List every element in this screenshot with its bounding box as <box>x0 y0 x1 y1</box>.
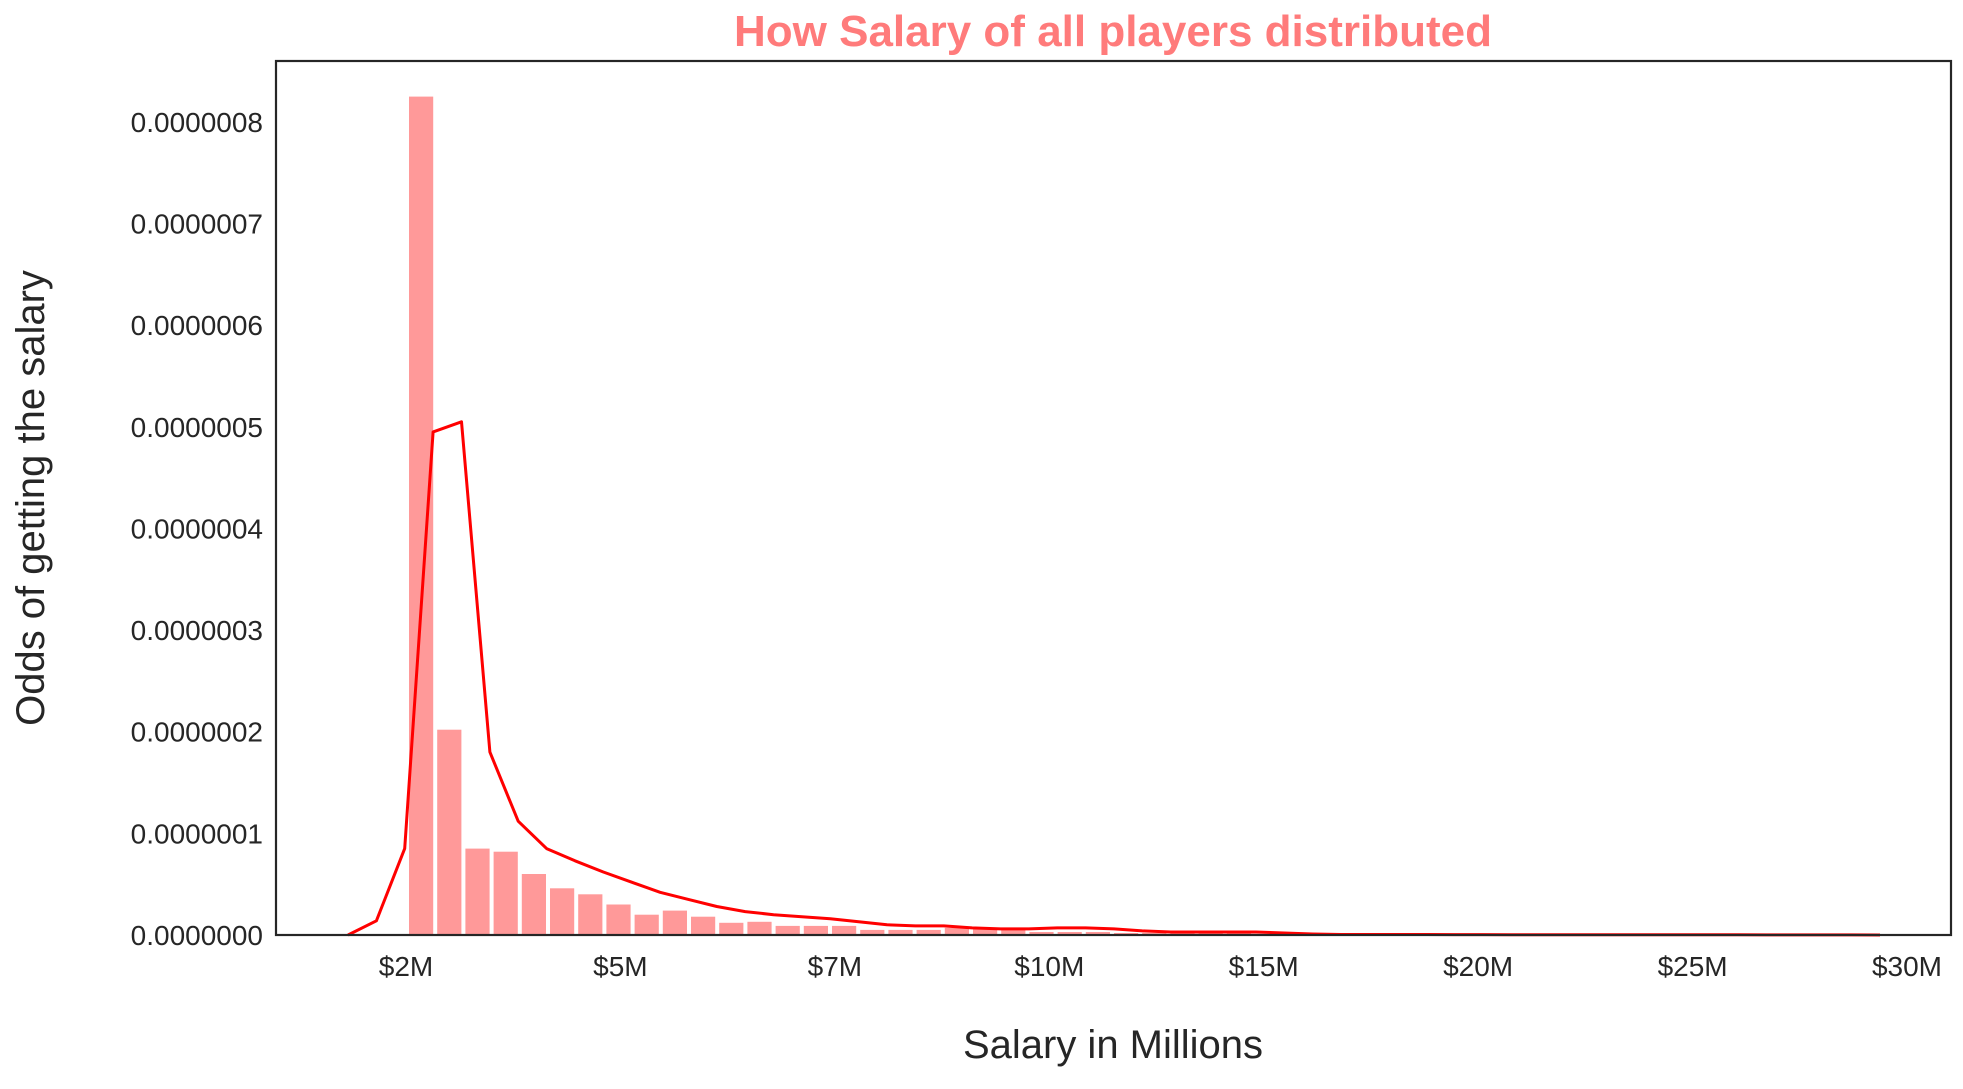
histogram-bar <box>493 851 518 935</box>
y-tick-label: 0.0000007 <box>131 209 263 240</box>
y-tick-label: 0.0000001 <box>131 818 263 849</box>
histogram-bar <box>521 874 546 935</box>
x-tick-label: $10M <box>1014 951 1084 982</box>
histogram-bar <box>803 925 828 935</box>
histogram-bar <box>888 929 913 935</box>
histogram-bar <box>550 888 575 935</box>
y-tick-label: 0.0000000 <box>131 920 263 951</box>
histogram-bar <box>465 848 490 935</box>
x-tick-label: $25M <box>1658 951 1728 982</box>
histogram-bar <box>747 921 772 935</box>
histogram-bar <box>691 916 716 935</box>
histogram-bar <box>606 904 631 935</box>
y-tick-label: 0.0000005 <box>131 412 263 443</box>
histogram-bar <box>1057 932 1082 935</box>
y-tick-label: 0.0000008 <box>131 107 263 138</box>
histogram-bar <box>578 894 603 935</box>
y-tick-label: 0.0000003 <box>131 615 263 646</box>
y-tick-label: 0.0000004 <box>131 514 263 545</box>
y-axis-label: Odds of getting the salary <box>9 270 53 726</box>
x-tick-label: $2M <box>379 951 433 982</box>
histogram-bar <box>775 925 800 935</box>
x-tick-label: $30M <box>1872 951 1942 982</box>
histogram-bar <box>860 929 885 935</box>
histogram-bar <box>719 922 744 935</box>
x-axis-ticks: $2M $5M $7M $10M $15M $20M $25M $30M <box>379 951 1942 982</box>
y-axis-ticks: 0.0000000 0.0000001 0.0000002 0.0000003 0.00… <box>131 107 263 951</box>
x-tick-label: $5M <box>593 951 647 982</box>
y-tick-label: 0.0000006 <box>131 310 263 341</box>
histogram-bar <box>832 925 857 935</box>
histogram-bar <box>437 729 462 935</box>
histogram-bar <box>1001 929 1026 935</box>
histogram-bar <box>662 910 687 935</box>
x-axis-label: Salary in Millions <box>963 1023 1263 1067</box>
chart-title: How Salary of all players distributed <box>734 7 1492 56</box>
plot-frame <box>274 59 1953 937</box>
histogram-bar <box>1029 932 1054 935</box>
histogram-bars <box>409 96 1759 936</box>
x-tick-label: $20M <box>1443 951 1513 982</box>
histogram-bar <box>973 928 998 935</box>
histogram-bar <box>916 929 941 935</box>
x-tick-label: $7M <box>808 951 862 982</box>
histogram-bar <box>409 96 434 936</box>
y-tick-label: 0.0000002 <box>131 717 263 748</box>
histogram-bar <box>1085 932 1110 935</box>
x-tick-label: $15M <box>1229 951 1299 982</box>
histogram-bar <box>634 914 659 935</box>
histogram-bar <box>944 927 969 935</box>
